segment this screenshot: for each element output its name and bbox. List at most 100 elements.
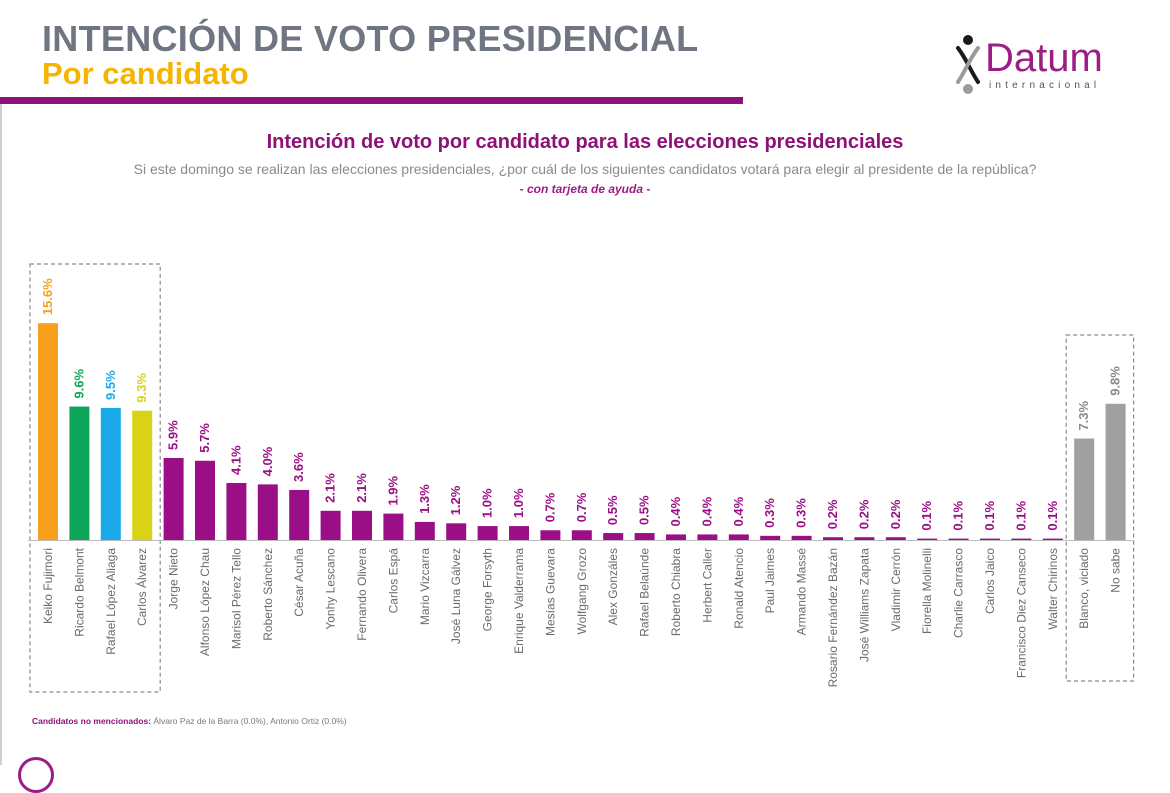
- bar: [414, 521, 435, 540]
- bar: [383, 513, 404, 540]
- category-label: George Forsyth: [481, 548, 495, 631]
- highlight-box: [29, 263, 161, 693]
- left-border: [0, 104, 2, 765]
- bar: [917, 538, 938, 540]
- category-label: Fiorella Molinelli: [920, 548, 934, 634]
- bar: [509, 526, 529, 540]
- bar-value-label: 1.2%: [448, 485, 463, 515]
- bar: [226, 483, 247, 540]
- bar: [257, 484, 278, 540]
- category-label: Carlos Espá: [386, 548, 400, 614]
- bar-value-label: 0.1%: [919, 501, 934, 531]
- datum-logo: Datum internacional: [955, 34, 1140, 98]
- bar-value-label: 0.7%: [542, 492, 557, 522]
- footnote-text: Álvaro Paz de la Barra (0.0%), Antonio O…: [153, 716, 347, 726]
- bar: [603, 533, 624, 540]
- footnote-label: Candidatos no mencionados:: [32, 716, 152, 726]
- bar-value-label: 7.3%: [1076, 400, 1091, 430]
- bar-value-label: 9.3%: [134, 373, 149, 403]
- bar-value-label: 0.1%: [1013, 501, 1028, 531]
- category-label: Francisco Diez Canseco: [1014, 548, 1028, 678]
- bar: [100, 407, 121, 540]
- category-label: Mario Vizcarra: [418, 548, 432, 625]
- header-divider: [0, 97, 743, 104]
- bar-value-label: 9.6%: [71, 368, 86, 398]
- category-label: José Williams Zapata: [857, 548, 871, 662]
- bar: [163, 457, 184, 540]
- bar: [948, 538, 969, 540]
- bar-value-label: 0.5%: [605, 495, 620, 525]
- bar-value-label: 0.2%: [856, 499, 871, 529]
- category-label: Roberto Chiabra: [669, 548, 683, 636]
- category-label: Rosario Fernández Bazán: [826, 548, 840, 687]
- bar: [791, 535, 812, 540]
- bar: [195, 460, 215, 540]
- bar-value-label: 0.7%: [574, 492, 589, 522]
- bar-value-label: 9.8%: [1108, 366, 1123, 396]
- bar: [634, 533, 655, 540]
- chart-title: Intención de voto por candidato para las…: [266, 131, 904, 153]
- bar: [38, 323, 58, 540]
- category-label: Roberto Sánchez: [261, 548, 275, 641]
- bar-value-label: 0.4%: [699, 496, 714, 526]
- bar-value-label: 2.1%: [323, 473, 338, 503]
- bar-value-label: 0.2%: [825, 499, 840, 529]
- category-label: Mesías Guevara: [543, 548, 557, 636]
- bar-value-label: 1.0%: [511, 488, 526, 518]
- bar: [1042, 538, 1063, 540]
- bar: [69, 406, 90, 540]
- footnote: Candidatos no mencionados: Álvaro Paz de…: [32, 716, 347, 726]
- bar: [980, 538, 1000, 540]
- bar: [885, 537, 906, 540]
- bar: [1074, 438, 1095, 540]
- bar: [352, 510, 372, 540]
- category-label: Vladimir Cerrón: [889, 548, 903, 631]
- category-label: Paul Jaimes: [763, 548, 777, 613]
- bar: [446, 523, 467, 540]
- bar-value-label: 4.1%: [228, 445, 243, 475]
- category-label: Marisol Pérez Tello: [229, 548, 243, 649]
- bar-value-label: 5.9%: [166, 420, 181, 450]
- decorative-circle: [18, 757, 54, 793]
- category-label: Herbert Caller: [700, 548, 714, 623]
- category-label: Jorge Nieto: [167, 548, 181, 610]
- bar-value-label: 0.4%: [668, 496, 683, 526]
- category-label: No sabe: [1109, 548, 1123, 593]
- category-label: Ronald Atencio: [732, 548, 746, 629]
- bar-value-label: 0.3%: [762, 498, 777, 528]
- category-label: Alex Gonzáles: [606, 548, 620, 625]
- bar: [760, 535, 781, 540]
- bar: [289, 489, 310, 540]
- category-label: Walter Chirinos: [1046, 548, 1060, 630]
- category-label: Rafael Belaúnde: [638, 548, 652, 637]
- bar-value-label: 0.1%: [951, 501, 966, 531]
- category-label: Charlie Carrasco: [952, 548, 966, 638]
- page-subtitle: Por candidato: [42, 56, 249, 91]
- logo-tagline: internacional: [989, 80, 1101, 91]
- bar: [1011, 538, 1032, 540]
- bar-value-label: 0.1%: [1045, 501, 1060, 531]
- bar-value-label: 1.3%: [417, 484, 432, 514]
- category-label: Armando Massé: [795, 548, 809, 636]
- category-label: José Luna Gálvez: [449, 548, 463, 644]
- bar: [132, 410, 153, 540]
- category-label: Fernando Olivera: [355, 548, 369, 641]
- bar: [477, 526, 498, 540]
- category-label: Blanco, viciado: [1077, 548, 1091, 629]
- category-label: César Acuña: [292, 548, 306, 617]
- bar-value-label: 0.4%: [731, 496, 746, 526]
- bar: [540, 530, 561, 540]
- bar: [1105, 403, 1126, 540]
- bar-value-label: 4.0%: [260, 446, 275, 476]
- bar: [571, 530, 592, 540]
- bar-value-label: 9.5%: [103, 370, 118, 400]
- bar-value-label: 1.9%: [385, 476, 400, 506]
- category-label: Alfonso López Chau: [198, 548, 212, 656]
- bar: [854, 537, 875, 540]
- chart-note: - con tarjeta de ayuda -: [519, 182, 651, 196]
- category-label: Ricardo Belmont: [72, 547, 86, 636]
- page-title: INTENCIÓN DE VOTO PRESIDENCIAL: [42, 18, 699, 59]
- category-label: Keiko Fujimori: [41, 548, 55, 624]
- category-label: Yonhy Lescano: [324, 548, 338, 630]
- bar-value-label: 2.1%: [354, 473, 369, 503]
